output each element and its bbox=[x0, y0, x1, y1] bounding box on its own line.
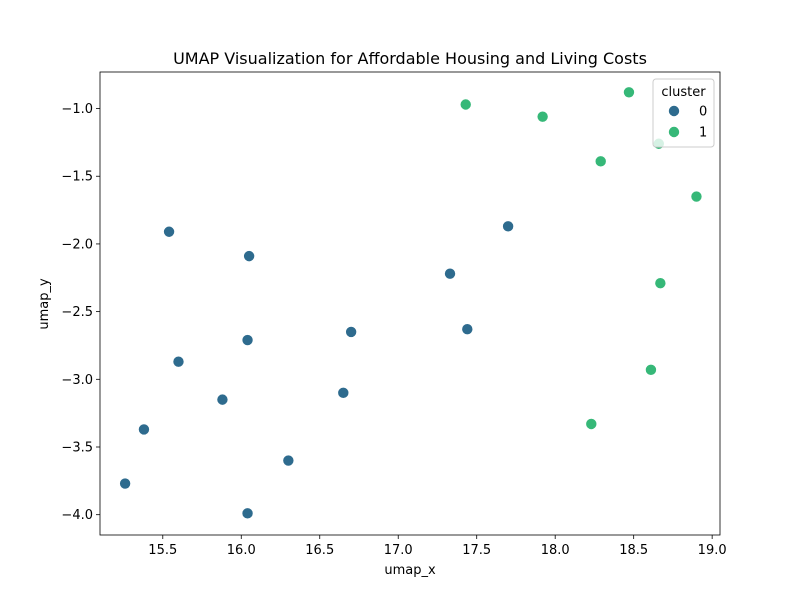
data-point-cluster-0 bbox=[241, 334, 254, 347]
data-point-cluster-1 bbox=[690, 190, 703, 203]
data-points bbox=[119, 86, 703, 520]
data-point-cluster-0 bbox=[243, 250, 256, 263]
legend-marker-cluster-0 bbox=[668, 105, 681, 118]
data-point-cluster-0 bbox=[172, 355, 185, 368]
data-point-cluster-1 bbox=[459, 98, 472, 111]
x-tick-label: 15.5 bbox=[148, 543, 177, 558]
data-point-cluster-0 bbox=[502, 220, 515, 233]
data-point-cluster-0 bbox=[119, 477, 132, 490]
data-point-cluster-0 bbox=[137, 423, 150, 436]
data-point-cluster-0 bbox=[163, 225, 176, 238]
chart-title: UMAP Visualization for Affordable Housin… bbox=[173, 49, 647, 68]
legend-title: cluster bbox=[661, 85, 706, 100]
x-tick-label: 18.5 bbox=[619, 543, 648, 558]
y-tick-label: −3.5 bbox=[61, 441, 93, 456]
data-point-cluster-0 bbox=[282, 454, 295, 467]
legend-box bbox=[652, 78, 715, 148]
data-point-cluster-1 bbox=[536, 110, 549, 123]
x-tick-label: 17.5 bbox=[462, 543, 491, 558]
data-point-cluster-1 bbox=[594, 155, 607, 168]
x-tick-label: 18.0 bbox=[541, 543, 570, 558]
data-point-cluster-0 bbox=[444, 267, 457, 280]
y-tick-label: −2.0 bbox=[61, 237, 93, 252]
x-tick-label: 17.0 bbox=[384, 543, 413, 558]
data-point-cluster-1 bbox=[622, 86, 635, 99]
data-point-cluster-1 bbox=[654, 277, 667, 290]
legend: cluster 0 1 bbox=[652, 78, 715, 148]
data-point-cluster-1 bbox=[644, 363, 657, 376]
y-axis-title: umap_y bbox=[37, 278, 52, 330]
data-point-cluster-0 bbox=[345, 325, 358, 338]
legend-label-cluster-1: 1 bbox=[699, 126, 707, 141]
x-axis: 15.5 16.0 16.5 17.0 17.5 18.0 18.5 19.0 bbox=[148, 535, 727, 558]
x-axis-title: umap_x bbox=[384, 563, 436, 578]
data-point-cluster-0 bbox=[337, 386, 350, 399]
data-point-cluster-0 bbox=[241, 507, 254, 520]
data-point-cluster-1 bbox=[585, 417, 598, 430]
x-tick-label: 19.0 bbox=[698, 543, 727, 558]
y-axis: −1.0 −1.5 −2.0 −2.5 −3.0 −3.5 −4.0 bbox=[61, 102, 100, 523]
y-tick-label: −4.0 bbox=[61, 508, 93, 523]
y-tick-label: −2.5 bbox=[61, 305, 93, 320]
y-tick-label: −1.5 bbox=[61, 170, 93, 185]
y-tick-label: −1.0 bbox=[61, 102, 93, 117]
y-tick-label: −3.0 bbox=[61, 373, 93, 388]
plot-area bbox=[99, 71, 721, 536]
legend-marker-cluster-1 bbox=[668, 126, 681, 139]
plot-frame bbox=[99, 71, 721, 536]
x-tick-label: 16.0 bbox=[227, 543, 256, 558]
x-tick-label: 16.5 bbox=[305, 543, 334, 558]
data-point-cluster-0 bbox=[461, 323, 474, 336]
data-point-cluster-0 bbox=[216, 393, 229, 406]
legend-label-cluster-0: 0 bbox=[699, 105, 707, 120]
